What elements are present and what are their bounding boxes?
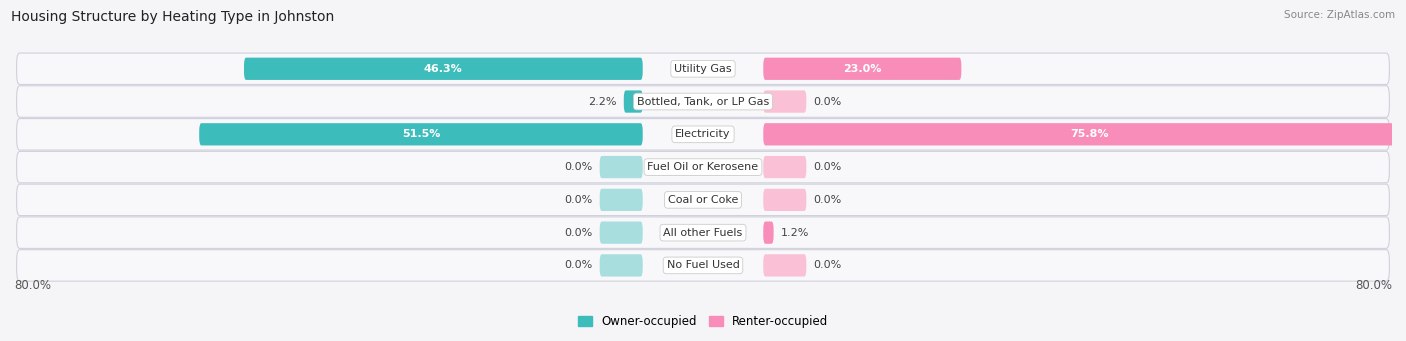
Legend: Owner-occupied, Renter-occupied: Owner-occupied, Renter-occupied xyxy=(572,310,834,333)
Text: 0.0%: 0.0% xyxy=(565,195,593,205)
Text: Bottled, Tank, or LP Gas: Bottled, Tank, or LP Gas xyxy=(637,97,769,106)
FancyBboxPatch shape xyxy=(763,254,807,277)
FancyBboxPatch shape xyxy=(17,119,1389,150)
Text: Housing Structure by Heating Type in Johnston: Housing Structure by Heating Type in Joh… xyxy=(11,10,335,24)
Text: 0.0%: 0.0% xyxy=(813,261,841,270)
FancyBboxPatch shape xyxy=(17,53,1389,85)
FancyBboxPatch shape xyxy=(763,90,807,113)
FancyBboxPatch shape xyxy=(17,86,1389,117)
Text: 0.0%: 0.0% xyxy=(813,97,841,106)
FancyBboxPatch shape xyxy=(763,156,807,178)
FancyBboxPatch shape xyxy=(763,222,773,244)
Text: 1.2%: 1.2% xyxy=(780,228,808,238)
Text: 0.0%: 0.0% xyxy=(565,228,593,238)
FancyBboxPatch shape xyxy=(17,217,1389,248)
Text: 46.3%: 46.3% xyxy=(425,64,463,74)
FancyBboxPatch shape xyxy=(599,254,643,277)
Text: 23.0%: 23.0% xyxy=(844,64,882,74)
FancyBboxPatch shape xyxy=(17,151,1389,183)
FancyBboxPatch shape xyxy=(599,156,643,178)
FancyBboxPatch shape xyxy=(763,123,1406,146)
Text: Utility Gas: Utility Gas xyxy=(675,64,731,74)
FancyBboxPatch shape xyxy=(599,222,643,244)
Text: 80.0%: 80.0% xyxy=(14,279,51,292)
FancyBboxPatch shape xyxy=(763,189,807,211)
FancyBboxPatch shape xyxy=(599,189,643,211)
Text: Source: ZipAtlas.com: Source: ZipAtlas.com xyxy=(1284,10,1395,20)
Text: Fuel Oil or Kerosene: Fuel Oil or Kerosene xyxy=(647,162,759,172)
Text: 80.0%: 80.0% xyxy=(1355,279,1392,292)
Text: Coal or Coke: Coal or Coke xyxy=(668,195,738,205)
Text: 0.0%: 0.0% xyxy=(565,261,593,270)
FancyBboxPatch shape xyxy=(624,90,643,113)
FancyBboxPatch shape xyxy=(200,123,643,146)
FancyBboxPatch shape xyxy=(17,250,1389,281)
Text: No Fuel Used: No Fuel Used xyxy=(666,261,740,270)
Text: 0.0%: 0.0% xyxy=(813,195,841,205)
Text: 0.0%: 0.0% xyxy=(565,162,593,172)
Text: 75.8%: 75.8% xyxy=(1070,129,1109,139)
FancyBboxPatch shape xyxy=(245,58,643,80)
Text: 51.5%: 51.5% xyxy=(402,129,440,139)
Text: 0.0%: 0.0% xyxy=(813,162,841,172)
FancyBboxPatch shape xyxy=(763,58,962,80)
Text: 2.2%: 2.2% xyxy=(588,97,617,106)
Text: All other Fuels: All other Fuels xyxy=(664,228,742,238)
Text: Electricity: Electricity xyxy=(675,129,731,139)
FancyBboxPatch shape xyxy=(17,184,1389,216)
